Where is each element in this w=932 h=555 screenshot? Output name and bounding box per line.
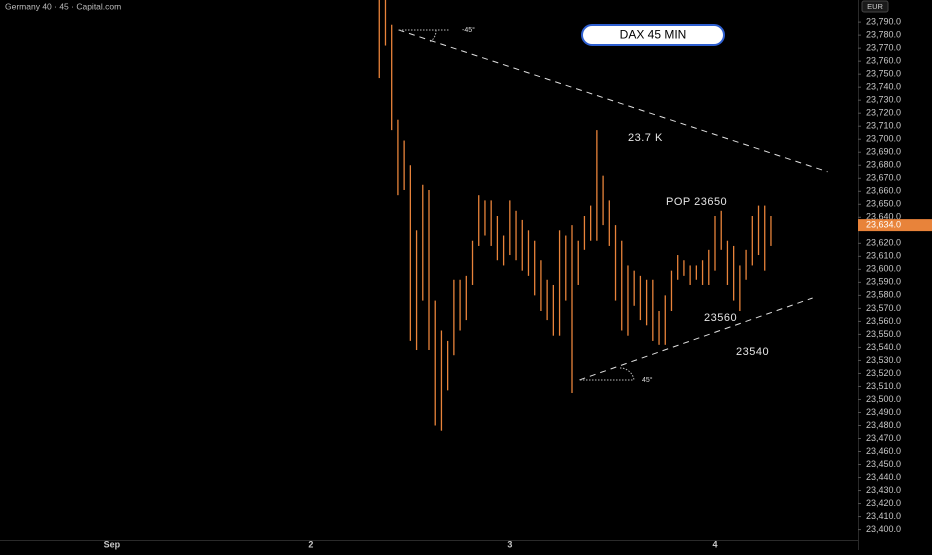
last-price-label: 23,634.0 xyxy=(866,219,901,229)
annotation: -45° xyxy=(462,26,475,34)
y-tick-label: 23,440.0 xyxy=(866,472,901,482)
y-tick-label: 23,690.0 xyxy=(866,147,901,157)
y-tick-label: 23,510.0 xyxy=(866,381,901,391)
y-tick-label: 23,460.0 xyxy=(866,446,901,456)
y-tick-label: 23,720.0 xyxy=(866,108,901,118)
y-tick-label: 23,520.0 xyxy=(866,368,901,378)
y-tick-label: 23,730.0 xyxy=(866,95,901,105)
y-tick-label: 23,620.0 xyxy=(866,238,901,248)
y-tick-label: 23,750.0 xyxy=(866,69,901,79)
trendline xyxy=(579,297,813,381)
x-tick-label: 3 xyxy=(507,539,512,549)
y-tick-label: 23,490.0 xyxy=(866,407,901,417)
y-tick-label: 23,420.0 xyxy=(866,498,901,508)
y-tick-label: 23,430.0 xyxy=(866,485,901,495)
x-tick-label: 2 xyxy=(308,539,313,549)
y-tick-label: 23,540.0 xyxy=(866,342,901,352)
plot-area xyxy=(378,0,828,431)
annotation: 23540 xyxy=(736,346,769,358)
y-tick-label: 23,700.0 xyxy=(866,134,901,144)
y-tick-label: 23,710.0 xyxy=(866,121,901,131)
y-tick-label: 23,760.0 xyxy=(866,56,901,66)
annotation: 45° xyxy=(642,376,653,384)
y-tick-label: 23,450.0 xyxy=(866,459,901,469)
y-tick-label: 23,590.0 xyxy=(866,277,901,287)
y-tick-label: 23,780.0 xyxy=(866,30,901,40)
y-tick-label: 23,610.0 xyxy=(866,251,901,261)
angle-marker xyxy=(399,29,450,43)
y-tick-label: 23,400.0 xyxy=(866,524,901,534)
y-tick-label: 23,770.0 xyxy=(866,43,901,53)
angle-marker xyxy=(580,367,635,381)
y-tick-label: 23,650.0 xyxy=(866,199,901,209)
y-tick-label: 23,560.0 xyxy=(866,316,901,326)
last-price-tag xyxy=(858,219,932,232)
x-tick-label: Sep xyxy=(104,539,121,549)
chart-title: Germany 40 · 45 · Capital.com xyxy=(5,1,121,11)
annotation: DAX 45 MIN xyxy=(620,28,687,42)
annotation: POP 23650 xyxy=(666,196,727,208)
annotation: 23560 xyxy=(704,312,737,324)
y-tick-label: 23,740.0 xyxy=(866,82,901,92)
annotation: 23.7 K xyxy=(628,132,663,144)
y-tick-label: 23,670.0 xyxy=(866,173,901,183)
y-tick-label: 23,640.0 xyxy=(866,212,901,222)
y-tick-label: 23,530.0 xyxy=(866,355,901,365)
y-tick-label: 23,410.0 xyxy=(866,511,901,521)
y-tick-label: 23,550.0 xyxy=(866,329,901,339)
annotation-box xyxy=(581,24,725,46)
y-tick-label: 23,470.0 xyxy=(866,433,901,443)
y-tick-label: 23,660.0 xyxy=(866,186,901,196)
y-tick-label: 23,500.0 xyxy=(866,394,901,404)
y-tick-label: 23,580.0 xyxy=(866,290,901,300)
y-tick-label: 23,600.0 xyxy=(866,264,901,274)
currency: EUR xyxy=(867,2,883,11)
trendline xyxy=(398,29,828,173)
y-tick-label: 23,480.0 xyxy=(866,420,901,430)
y-tick-label: 23,570.0 xyxy=(866,303,901,313)
y-tick-label: 23,790.0 xyxy=(866,16,901,26)
currency-box xyxy=(861,0,889,13)
y-tick-label: 23,680.0 xyxy=(866,160,901,170)
x-tick-label: 4 xyxy=(712,539,717,549)
